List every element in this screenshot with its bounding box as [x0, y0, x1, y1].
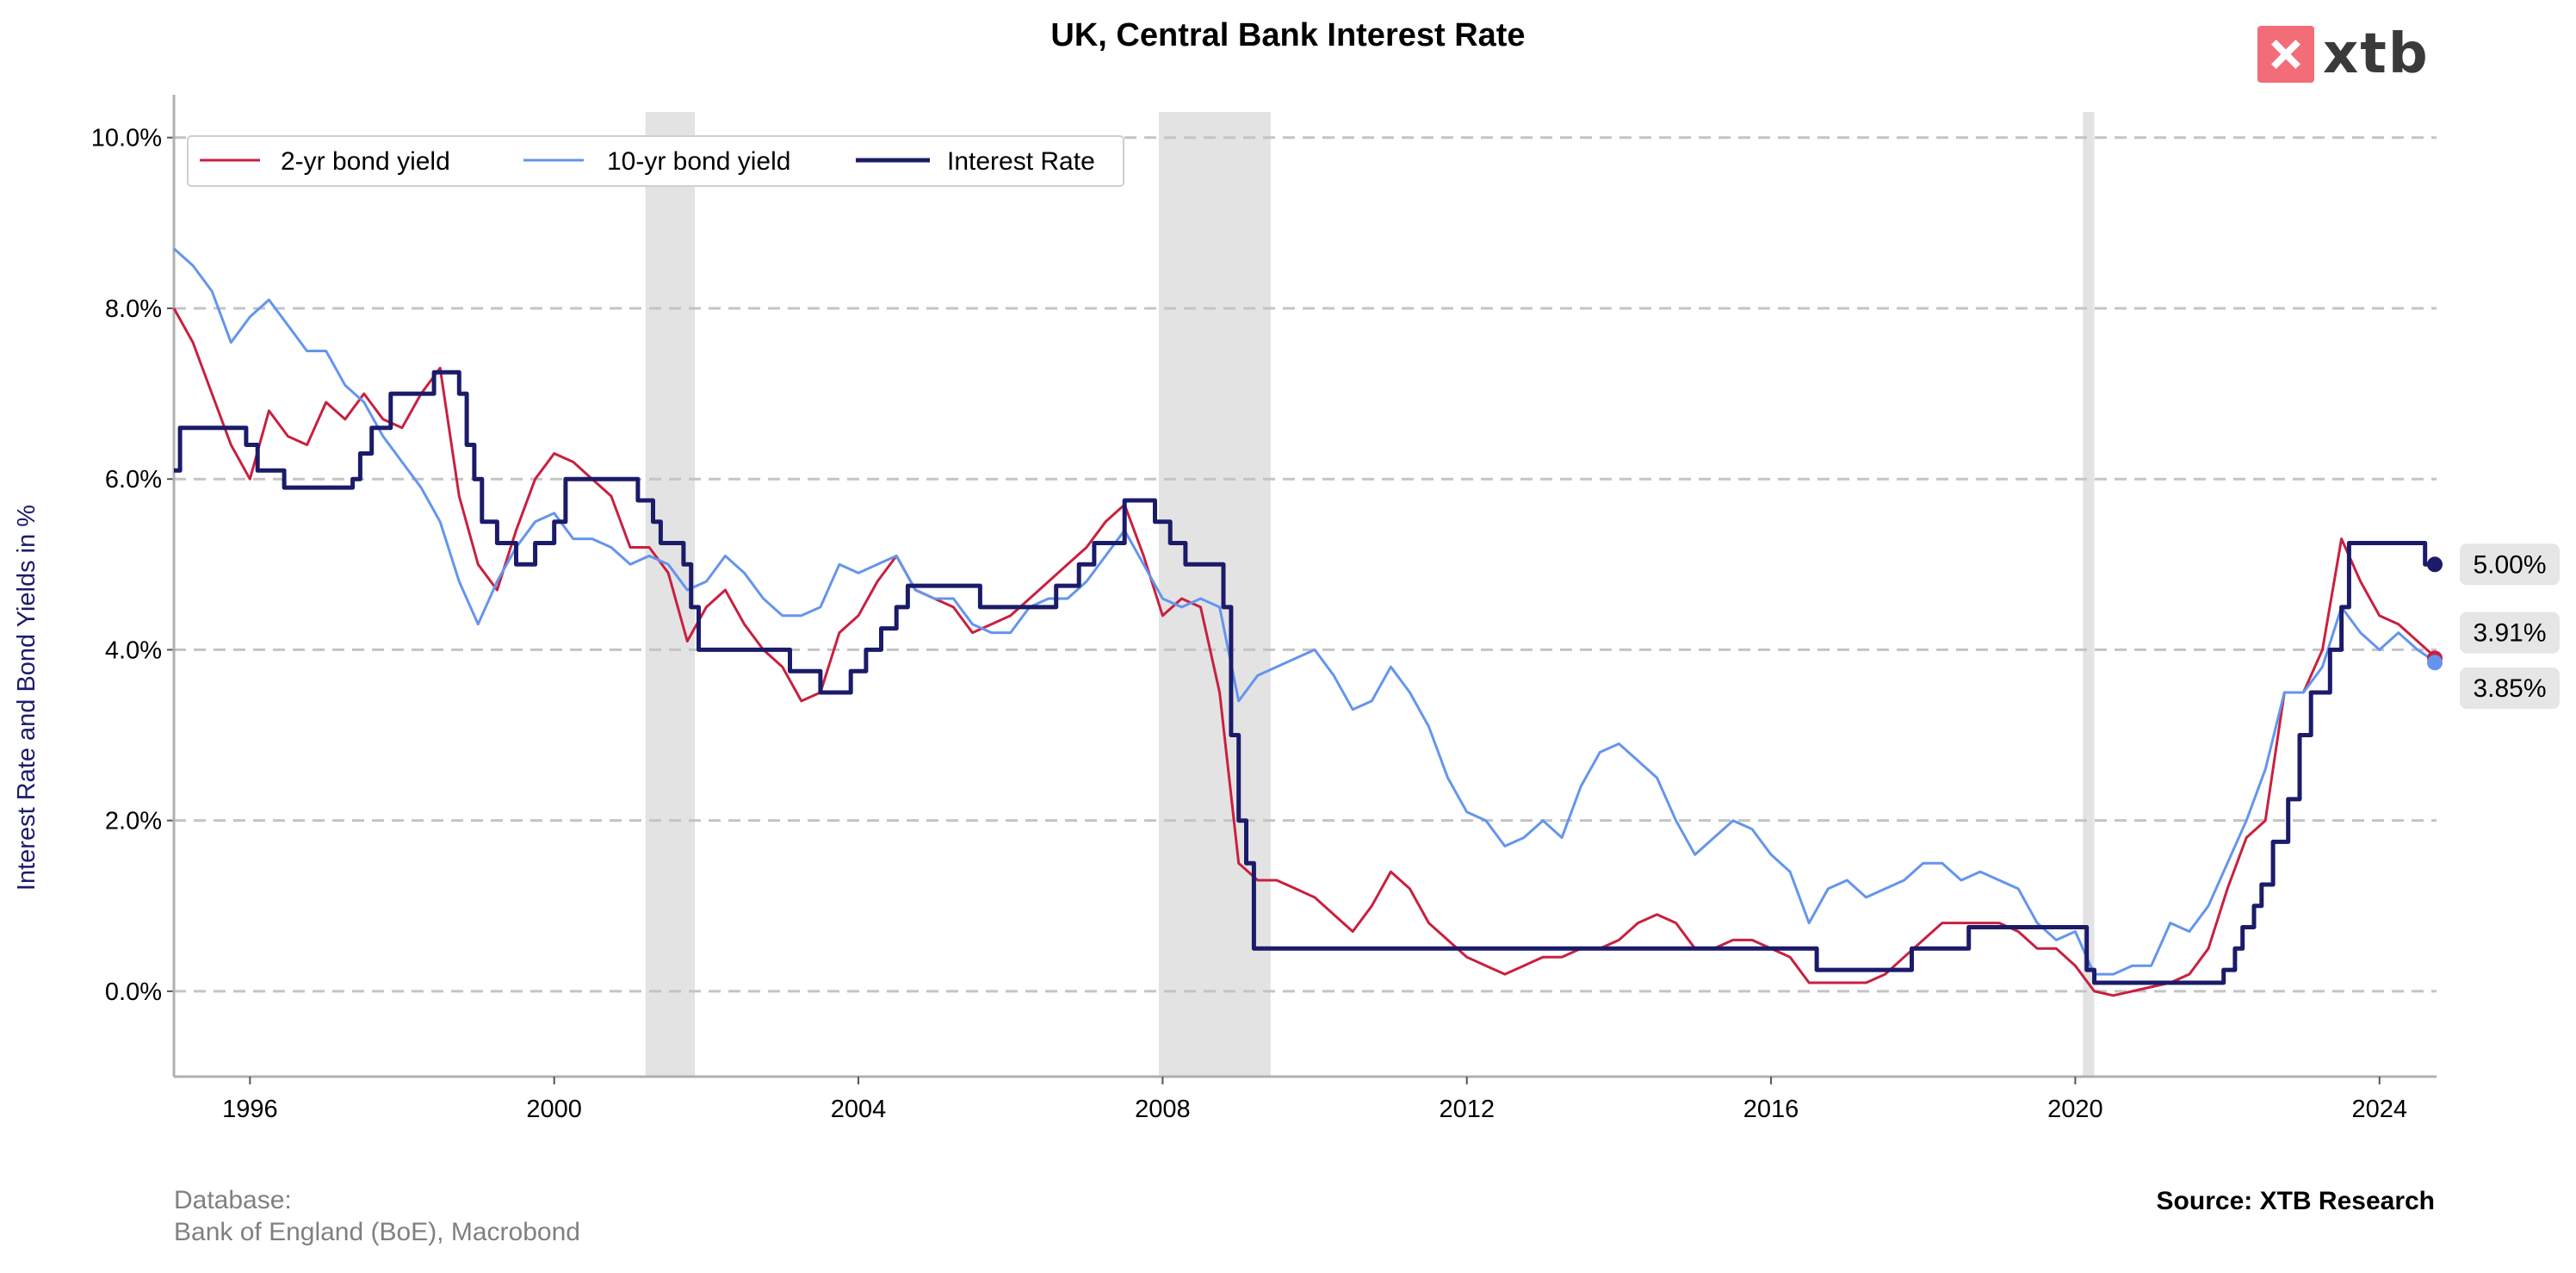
- x-tick-label: 2004: [831, 1096, 887, 1123]
- x-tick-label: 2016: [1743, 1096, 1799, 1123]
- y-tick-label: 8.0%: [105, 295, 162, 323]
- badge-background: [2460, 668, 2560, 710]
- grid-lines: [174, 136, 2437, 993]
- x-tick-label: 2008: [1135, 1096, 1191, 1123]
- series-line-2: [174, 369, 2431, 985]
- y-tick-label: 2.0%: [105, 808, 162, 835]
- database-note: Database: Bank of England (BoE), Macrobo…: [174, 1184, 580, 1248]
- series-line-0: [172, 307, 2438, 997]
- xtb-logo-text: xtb: [2323, 22, 2430, 86]
- data-series: [172, 247, 2438, 997]
- legend-item-10yr: 10-yr bond yield: [523, 147, 790, 176]
- y-tick-label: 0.0%: [105, 978, 162, 1006]
- end-value-badge-2: 3.85%: [2460, 668, 2560, 710]
- recession-band-2: [2083, 112, 2095, 1077]
- y-tick-label: 4.0%: [105, 636, 162, 664]
- legend-item-2yr: 2-yr bond yield: [200, 147, 450, 176]
- axes: 0.0% 2.0% 4.0% 6.0% 8.0% 10.0% 1996 2000 2004 200…: [91, 95, 2437, 1123]
- database-value: Bank of England (BoE), Macrobond: [174, 1218, 580, 1246]
- legend-label-2yr: 2-yr bond yield: [281, 147, 450, 176]
- end-point-marker-0: [2427, 556, 2443, 573]
- legend-label-10yr: 10-yr bond yield: [607, 147, 790, 176]
- end-value-markers: 5.00% 3.91% 3.85%: [2427, 543, 2560, 710]
- legend-box: [187, 135, 1124, 187]
- database-label: Database:: [174, 1186, 292, 1214]
- y-tick-label: 10.0%: [91, 125, 162, 152]
- x-tick-label: 1996: [222, 1096, 278, 1123]
- y-tick-label: 6.0%: [105, 466, 162, 494]
- source-note: Source: XTB Research: [2156, 1187, 2435, 1215]
- legend: 2-yr bond yield 10-yr bond yield Interes…: [187, 135, 1124, 187]
- x-tick-label: 2000: [526, 1096, 582, 1123]
- badge-label: 5.00%: [2473, 550, 2546, 579]
- line-chart: 0.0% 2.0% 4.0% 6.0% 8.0% 10.0% 1996 2000 2004 200…: [13, 95, 2560, 1123]
- xtb-logo: xtb: [2257, 26, 2430, 83]
- end-value-badge-0: 5.00%: [2460, 543, 2560, 586]
- series-line-1: [172, 247, 2437, 976]
- end-point-marker-2: [2427, 655, 2443, 671]
- x-tick-label: 2012: [1439, 1096, 1495, 1123]
- legend-label-interest-rate: Interest Rate: [947, 147, 1095, 176]
- y-axis-label: Interest Rate and Bond Yields in %: [13, 505, 40, 891]
- badge-background: [2460, 612, 2560, 654]
- badge-label: 3.85%: [2473, 674, 2546, 703]
- end-value-badge-1: 3.91%: [2460, 612, 2560, 654]
- recession-band-0: [645, 112, 696, 1077]
- badge-background: [2460, 543, 2560, 586]
- x-tick-label: 2020: [2047, 1096, 2103, 1123]
- xtb-logo-mark-icon: [2257, 26, 2314, 83]
- recession-shading: [645, 112, 2095, 1077]
- badge-label: 3.91%: [2473, 619, 2546, 648]
- chart-title: UK, Central Bank Interest Rate: [1050, 17, 1526, 53]
- legend-item-interest-rate: Interest Rate: [856, 147, 1095, 176]
- x-tick-label: 2024: [2351, 1096, 2407, 1123]
